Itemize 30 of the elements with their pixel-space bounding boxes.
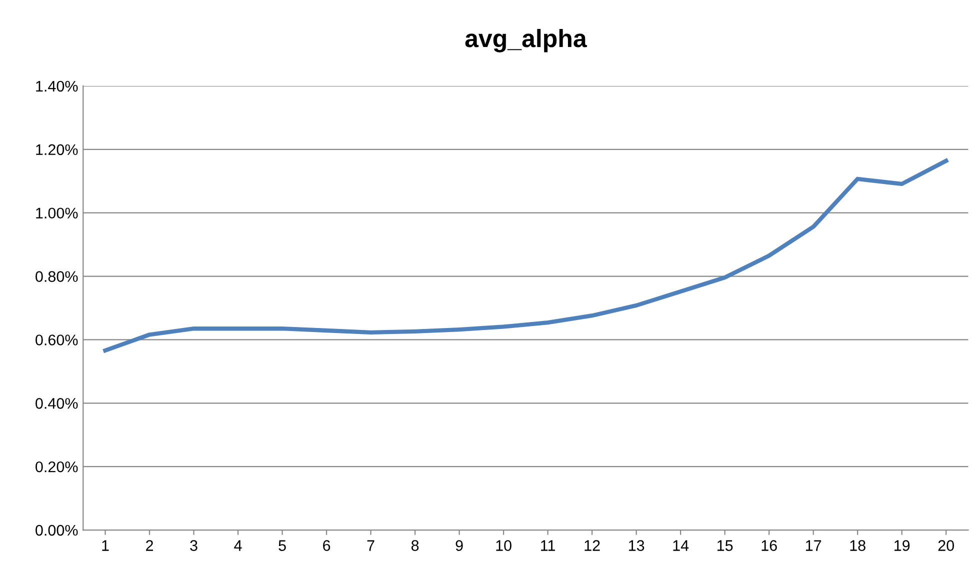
x-tick-label: 11 (541, 540, 555, 551)
x-tick-label: 1 (102, 540, 109, 551)
x-tick-label: 5 (278, 540, 286, 551)
x-tick-label: 19 (894, 540, 910, 551)
y-tick-label: 1.40% (36, 80, 78, 92)
x-tick-label: 10 (496, 540, 512, 551)
y-tick-label: 0.40% (36, 398, 78, 409)
x-tick-label: 16 (762, 540, 777, 551)
y-tick-label: 1.00% (36, 208, 78, 219)
x-tick-label: 6 (323, 540, 330, 551)
x-tick-label: 17 (806, 540, 822, 551)
x-tick-label: 8 (411, 540, 419, 551)
y-tick-label: 0.80% (36, 271, 78, 282)
y-tick-label: 0.20% (36, 461, 78, 472)
line-series (103, 158, 948, 353)
x-tick-label: 7 (367, 540, 374, 551)
chart-title: avg_alpha (465, 28, 587, 52)
x-tick-label: 2 (146, 540, 153, 551)
x-tick-label: 18 (850, 540, 866, 551)
x-tick-label: 20 (938, 540, 954, 551)
x-tick-label: 12 (584, 540, 600, 551)
y-tick-label: 0.60% (36, 334, 78, 346)
x-tick-label: 13 (628, 540, 644, 551)
x-tick-label: 14 (673, 540, 689, 551)
x-tick-label: 9 (456, 540, 463, 551)
x-tick-label: 4 (234, 540, 242, 551)
y-tick-label: 0.00% (36, 524, 78, 536)
y-tick-label: 1.20% (36, 144, 78, 156)
x-tick-label: 3 (190, 540, 198, 551)
x-tick-label: 15 (717, 540, 733, 551)
